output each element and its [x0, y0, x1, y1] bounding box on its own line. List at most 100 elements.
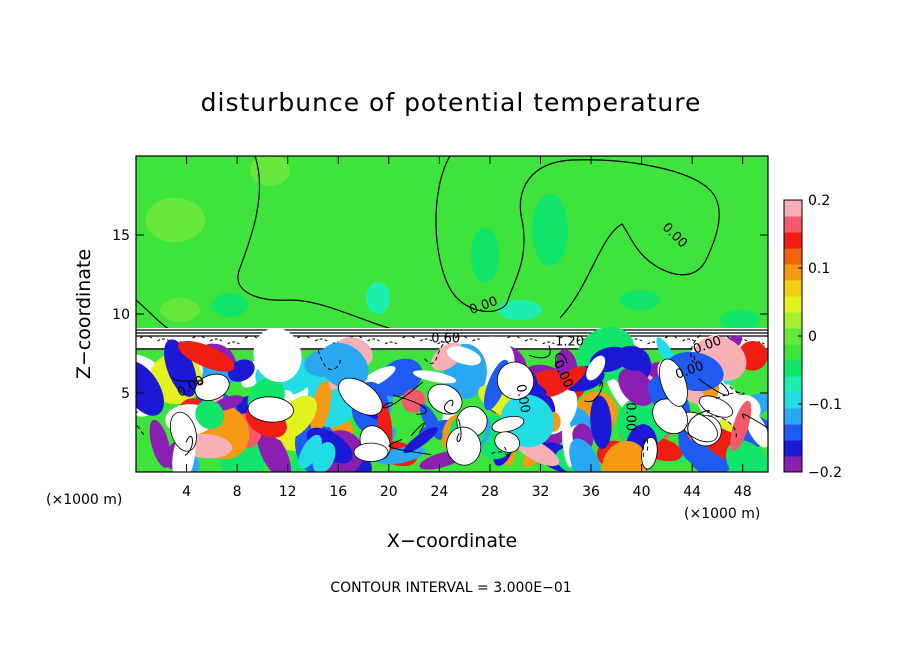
field-blob: [194, 373, 230, 401]
colorbar-swatch: [784, 280, 802, 297]
x-tick-label: 28: [481, 484, 499, 500]
colorbar-swatch: [784, 248, 802, 265]
chart-title: disturbunce of potential temperature: [201, 88, 702, 117]
contour-interval-note: CONTOUR INTERVAL = 3.000E−01: [330, 580, 571, 596]
field-blob: [496, 361, 535, 400]
contour-line: [687, 410, 710, 436]
x-tick-label: 44: [683, 484, 701, 500]
colorbar-tick-label: −0.2: [808, 465, 842, 481]
contour-line: [136, 299, 171, 331]
contour-line: [528, 345, 551, 359]
contour-line: [388, 438, 432, 456]
field-blob: [491, 415, 525, 433]
band-line: [507, 335, 520, 339]
plot-area: 0.000.000.000.60 1.200.000.000.000.000.00: [136, 156, 768, 472]
contour-line: [184, 435, 193, 456]
field-blob: [498, 300, 542, 320]
band-line: [367, 338, 380, 342]
field-blob: [212, 293, 248, 317]
colorbar-tick-label: 0.1: [808, 261, 830, 277]
contour-line: [706, 415, 737, 438]
band-line: [419, 338, 433, 342]
contour-line: [642, 437, 649, 459]
x-tick-label: 36: [582, 484, 600, 500]
field-blob: [312, 442, 336, 472]
x-tick-label: 48: [734, 484, 752, 500]
field-blob: [602, 440, 648, 472]
x-tick-label: 24: [430, 484, 448, 500]
contour-line: [444, 399, 455, 415]
contour-line: [741, 413, 768, 429]
x-tick-label: 20: [380, 484, 398, 500]
colorbar-swatch: [784, 376, 802, 393]
band-line: [682, 338, 695, 342]
field-blob: [250, 156, 290, 186]
x-tick-label: 12: [279, 484, 297, 500]
band-line: [244, 335, 258, 339]
colorbar-swatch: [784, 344, 802, 361]
field-blob: [620, 290, 660, 310]
field-blob: [471, 227, 499, 283]
contour-line: [382, 381, 424, 409]
field-blob: [446, 346, 482, 366]
band-line: [139, 335, 153, 339]
band-line: [437, 341, 450, 345]
colorbar-tick-label: −0.1: [808, 397, 842, 413]
x-tick-label: 4: [182, 484, 191, 500]
field-blob: [247, 396, 294, 423]
field-blob: [319, 342, 369, 390]
band-line: [559, 335, 573, 339]
contour-line: [410, 422, 425, 437]
contour-line: [317, 348, 341, 371]
x-unit-label-right: (×1000 m): [684, 506, 760, 522]
y-tick-label: 15: [112, 228, 130, 244]
x-axis-title: X−coordinate: [387, 530, 517, 552]
field-blob: [569, 438, 601, 472]
field-blob: [160, 298, 200, 322]
field-blob: [730, 400, 752, 451]
lower-layer-contours: [136, 333, 768, 459]
x-tick-label: 8: [233, 484, 242, 500]
field-blob: [659, 358, 688, 407]
contour-label: 0.60: [431, 331, 460, 346]
field-blob: [546, 365, 587, 397]
field-blob: [616, 345, 650, 371]
field-blob: [532, 194, 568, 266]
field-blob: [720, 310, 760, 330]
field-blob: [726, 440, 768, 472]
contour-label: 0.00: [622, 402, 637, 431]
colorbar-swatch: [784, 328, 802, 345]
field-blob: [178, 340, 235, 372]
band-line: [209, 338, 223, 342]
band-line: [314, 338, 328, 342]
contour-line: [690, 333, 702, 364]
x-unit-label-left: (×1000 m): [46, 492, 122, 508]
lower-layer-field: [136, 326, 768, 472]
field-blob: [338, 377, 383, 416]
colorbar-swatch: [784, 424, 802, 441]
band-line: [664, 335, 678, 339]
field-blob: [586, 355, 606, 381]
field-blob: [310, 380, 332, 434]
colorbar-swatch: [784, 440, 802, 457]
field-blob: [353, 442, 389, 462]
field-blob: [403, 426, 439, 454]
contour-line: [424, 341, 449, 365]
colorbar-swatch: [784, 216, 802, 233]
colorbar: 0.2 0.1 0 −0.1 −0.2: [783, 193, 842, 481]
y-tick-label: 5: [121, 386, 130, 402]
contour-label: 1.20: [555, 335, 584, 350]
field-blob: [366, 282, 390, 314]
band-line: [402, 335, 415, 339]
field-blob: [253, 328, 302, 383]
colorbar-swatch: [784, 200, 802, 217]
contour-line: [435, 156, 720, 319]
colorbar-swatch: [784, 360, 802, 377]
field-blob: [427, 383, 463, 415]
field-blob: [227, 359, 255, 382]
contour-line: [555, 353, 568, 370]
field-blob: [298, 434, 322, 469]
band-line: [297, 335, 310, 339]
colorbar-tick-label: 0: [808, 329, 817, 345]
